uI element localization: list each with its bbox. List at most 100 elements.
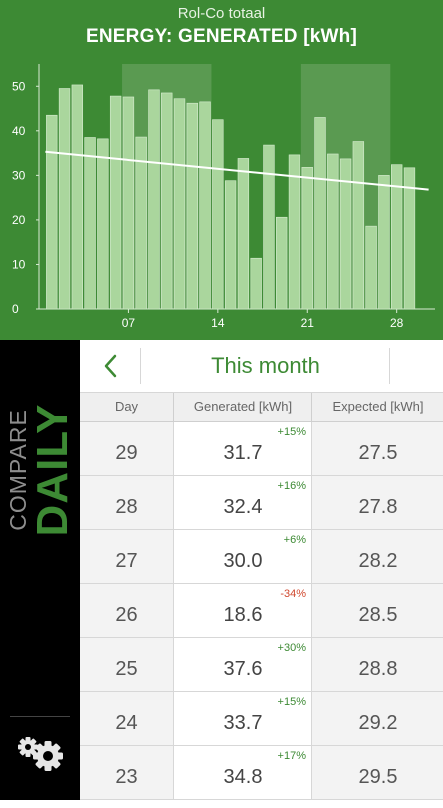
y-tick-label: 30 — [12, 168, 26, 182]
generated-cell: 32.4 +16% — [173, 476, 312, 529]
daily-table[interactable]: 29 31.7 +15% 27.5 28 32.4 +16% 27.8 27 30.… — [80, 422, 443, 800]
expected-cell: 29.2 — [311, 692, 443, 745]
day-cell: 26 — [80, 584, 173, 637]
chart-bar — [148, 89, 160, 310]
y-tick-label: 10 — [12, 257, 26, 271]
day-cell: 25 — [80, 638, 173, 691]
percent-badge: -34% — [280, 588, 306, 600]
chart-bar — [276, 216, 288, 310]
day-cell: 23 — [80, 746, 173, 799]
page-title: ENERGY: GENERATED [kWh] — [86, 26, 357, 47]
y-tick-label: 50 — [12, 79, 26, 93]
chart-bar — [378, 175, 390, 310]
chart-bar — [224, 180, 237, 310]
chart-bar — [301, 167, 313, 310]
generated-value: 18.6 — [223, 604, 263, 626]
generated-cell: 30.0 +6% — [173, 530, 312, 583]
mode-label[interactable]: COMPARE DAILY — [5, 403, 77, 537]
generated-cell: 37.6 +30% — [173, 638, 312, 691]
chart-bar — [288, 154, 301, 310]
chart-bar — [186, 102, 198, 310]
chart-bar — [339, 158, 352, 310]
chart-bar — [250, 257, 262, 310]
column-header-day[interactable]: Day — [114, 399, 139, 414]
generated-value: 33.7 — [223, 712, 263, 734]
month-navigation: This month — [80, 340, 443, 393]
table-row[interactable]: 27 30.0 +6% 28.2 — [80, 530, 443, 584]
chart-bar — [199, 101, 211, 310]
sidebar-divider — [10, 716, 70, 717]
table-row[interactable]: 26 18.6 -34% 28.5 — [80, 584, 443, 638]
table-row[interactable]: 23 34.8 +17% 29.5 — [80, 746, 443, 800]
percent-badge: +15% — [277, 426, 306, 438]
chart-bar — [365, 225, 377, 310]
chart-bar — [237, 158, 250, 310]
generated-value: 37.6 — [223, 658, 263, 680]
x-tick-label: 07 — [122, 316, 136, 330]
generated-value: 31.7 — [223, 442, 263, 464]
generated-cell: 33.7 +15% — [173, 692, 312, 745]
y-tick-label: 20 — [12, 213, 26, 227]
table-row[interactable]: 28 32.4 +16% 27.8 — [80, 476, 443, 530]
generated-value: 32.4 — [223, 496, 263, 518]
x-tick-label: 14 — [211, 316, 225, 330]
chart-bar — [71, 84, 84, 310]
chart-bar — [58, 88, 71, 310]
percent-badge: +6% — [283, 534, 306, 546]
chart-bar — [314, 117, 326, 310]
chart-bar — [212, 119, 224, 310]
generated-cell: 31.7 +15% — [173, 422, 312, 475]
chart-bar — [263, 144, 275, 310]
generated-cell: 18.6 -34% — [173, 584, 312, 637]
percent-badge: +17% — [277, 750, 306, 762]
daily-label: DAILY — [28, 403, 77, 537]
chart-bar — [84, 137, 96, 310]
column-header-expected[interactable]: Expected [kWh] — [311, 393, 443, 421]
y-tick-label: 0 — [12, 302, 19, 316]
chart-bar — [109, 95, 122, 310]
chart-bar — [122, 96, 135, 310]
app-header: Rol-Co totaal ENERGY: GENERATED [kWh] — [0, 0, 443, 56]
chart-bar — [46, 114, 58, 310]
sidebar: COMPARE DAILY — [0, 340, 80, 800]
column-header-generated[interactable]: Generated [kWh] — [173, 393, 312, 421]
expected-cell: 28.5 — [311, 584, 443, 637]
table-header: Day Generated [kWh] Expected [kWh] — [80, 393, 443, 422]
chart-bar — [173, 98, 186, 310]
day-cell: 27 — [80, 530, 173, 583]
site-name: Rol-Co totaal — [177, 5, 266, 22]
expected-cell: 28.8 — [311, 638, 443, 691]
expected-cell: 28.2 — [311, 530, 443, 583]
period-selector[interactable]: This month — [211, 353, 320, 378]
gear-icon — [18, 737, 63, 771]
bar-chart[interactable]: 0 10 20 30 40 50 07 14 21 28 — [0, 56, 443, 340]
back-button[interactable] — [80, 348, 141, 384]
chart-bar — [97, 138, 109, 310]
day-cell: 24 — [80, 692, 173, 745]
percent-badge: +16% — [277, 480, 306, 492]
table-row[interactable]: 25 37.6 +30% 28.8 — [80, 638, 443, 692]
table-row[interactable]: 24 33.7 +15% 29.2 — [80, 692, 443, 746]
chart-bar — [403, 167, 416, 310]
day-cell: 29 — [80, 422, 173, 475]
chart-bar — [135, 136, 147, 310]
settings-button[interactable] — [14, 732, 68, 776]
generated-cell: 34.8 +17% — [173, 746, 312, 799]
percent-badge: +30% — [277, 642, 306, 654]
percent-badge: +15% — [277, 696, 306, 708]
table-row[interactable]: 29 31.7 +15% 27.5 — [80, 422, 443, 476]
chart-bar — [161, 92, 173, 310]
x-tick-label: 21 — [301, 316, 315, 330]
expected-cell: 27.5 — [311, 422, 443, 475]
nav-divider — [389, 348, 390, 384]
generated-value: 34.8 — [223, 766, 263, 788]
energy-chart[interactable]: 0 10 20 30 40 50 07 14 21 28 — [0, 56, 443, 340]
expected-cell: 29.5 — [311, 746, 443, 799]
chart-bar — [352, 141, 365, 310]
x-tick-label: 28 — [390, 316, 404, 330]
main-panel: This month Day Generated [kWh] Expected … — [80, 340, 443, 800]
chart-bar — [327, 153, 339, 310]
chevron-left-icon — [104, 354, 117, 378]
expected-cell: 27.8 — [311, 476, 443, 529]
day-cell: 28 — [80, 476, 173, 529]
